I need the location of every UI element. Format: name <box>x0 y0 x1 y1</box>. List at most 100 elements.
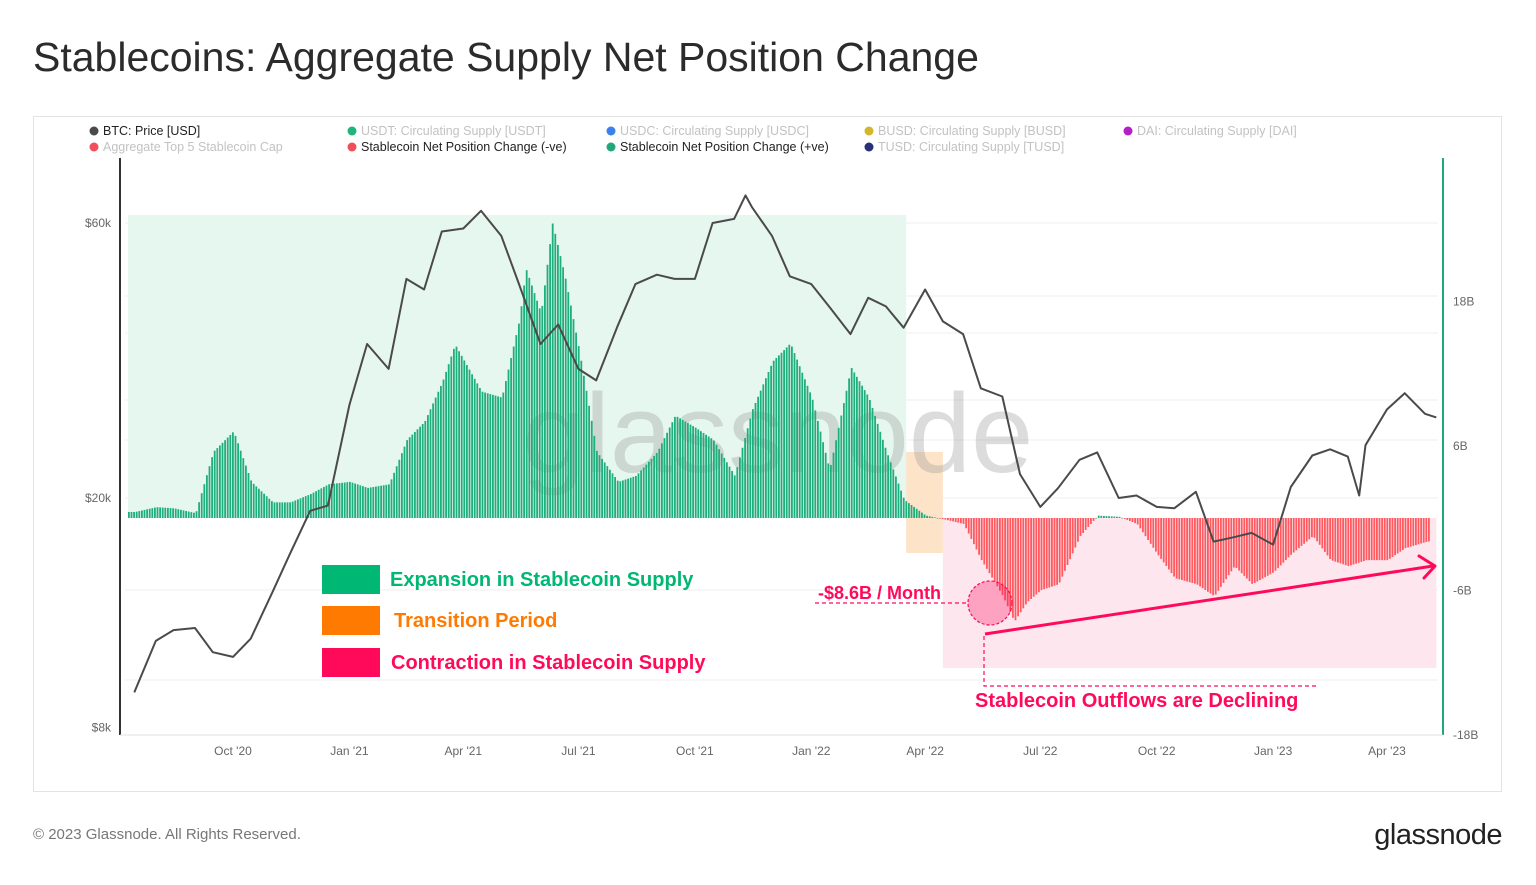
legend-item[interactable]: Stablecoin Net Position Change (-ve) <box>347 140 567 154</box>
legend-item[interactable]: BTC: Price [USD] <box>89 124 201 138</box>
net-change-bar <box>330 483 333 518</box>
x-tick-label: Oct '22 <box>1138 744 1176 758</box>
x-tick-label: Apr '22 <box>906 744 944 758</box>
legend-item[interactable]: USDC: Circulating Supply [USDC] <box>606 124 809 138</box>
net-change-bar <box>757 396 759 518</box>
net-change-bar <box>978 518 980 555</box>
net-change-bar <box>892 469 895 518</box>
net-change-bar <box>133 511 135 518</box>
legend-item[interactable]: BUSD: Circulating Supply [BUSD] <box>864 124 1066 138</box>
net-change-bar <box>856 376 858 518</box>
trend-arrow-head-icon <box>1417 554 1437 580</box>
net-change-bar <box>294 500 297 518</box>
net-change-bar <box>671 422 674 518</box>
net-change-bar <box>676 416 679 518</box>
x-tick-label: Apr '23 <box>1368 744 1406 758</box>
net-change-bar <box>744 438 746 518</box>
net-change-bar <box>663 438 666 518</box>
net-change-bar <box>239 450 242 518</box>
net-change-bar <box>1238 518 1240 571</box>
legend-dot-icon <box>89 142 99 152</box>
net-change-bar <box>1404 518 1407 549</box>
legend-item[interactable]: Aggregate Top 5 Stablecoin Cap <box>89 140 283 154</box>
net-change-bar <box>187 511 190 518</box>
glassnode-logo: glassnode <box>1374 819 1502 851</box>
net-change-bar <box>1420 518 1422 544</box>
net-change-bar <box>148 508 151 518</box>
net-change-bar <box>772 360 775 518</box>
net-change-bar <box>1017 518 1019 617</box>
net-change-bar <box>1181 518 1183 581</box>
net-change-bar <box>359 485 362 518</box>
net-change-bar <box>694 427 697 518</box>
net-change-bar <box>1160 518 1162 559</box>
net-change-bar <box>1269 518 1272 575</box>
net-change-bar <box>1246 518 1248 579</box>
net-change-bar <box>180 509 182 518</box>
net-change-bar <box>419 426 421 518</box>
net-change-bar <box>778 355 780 518</box>
net-change-bar <box>949 518 952 521</box>
page-title: Stablecoins: Aggregate Supply Net Positi… <box>33 34 979 80</box>
left-tick-label: $20k <box>85 491 112 505</box>
net-change-bar <box>570 305 572 518</box>
x-tick-label: Jul '21 <box>561 744 596 758</box>
legend-label: DAI: Circulating Supply [DAI] <box>1137 124 1297 138</box>
net-change-bar <box>232 432 234 518</box>
net-change-bar <box>1290 518 1292 555</box>
net-change-bar <box>1214 518 1217 595</box>
net-change-bar <box>723 457 726 518</box>
net-change-bar <box>1048 518 1051 588</box>
net-change-bar <box>291 501 294 518</box>
legend-item[interactable]: TUSD: Circulating Supply [TUSD] <box>864 140 1065 154</box>
legend-item[interactable]: Stablecoin Net Position Change (+ve) <box>606 140 829 154</box>
net-change-bar <box>1043 518 1045 590</box>
net-change-bar <box>622 480 624 518</box>
net-change-bar <box>299 498 302 518</box>
net-change-bar <box>848 378 850 518</box>
net-change-bar <box>255 486 258 518</box>
net-change-bar <box>1334 518 1337 562</box>
net-change-bar <box>1035 518 1038 595</box>
trend-leader <box>983 636 1316 687</box>
net-change-bar <box>154 507 156 518</box>
net-change-bar <box>398 459 401 518</box>
net-change-bar <box>1230 518 1233 572</box>
net-change-bar <box>1110 516 1113 518</box>
legend-dot-icon <box>1123 126 1133 136</box>
net-change-bar <box>442 379 445 518</box>
legend-dot-icon <box>606 142 616 152</box>
net-change-bar <box>648 461 650 518</box>
net-change-bar <box>596 450 598 518</box>
net-change-bar <box>637 473 640 518</box>
legend-item[interactable]: USDT: Circulating Supply [USDT] <box>347 124 546 138</box>
legend-dot-icon <box>606 126 616 136</box>
net-change-bar <box>1025 518 1027 605</box>
net-change-bar <box>1266 518 1269 576</box>
net-change-bar <box>970 518 973 539</box>
net-change-bar <box>1391 518 1394 558</box>
legend-label: USDT: Circulating Supply [USDT] <box>361 124 546 138</box>
net-change-bar <box>879 431 882 518</box>
annotation-label-transition: Transition Period <box>394 610 557 632</box>
net-change-bar <box>1415 518 1417 546</box>
net-change-bar <box>307 495 310 518</box>
net-change-bar <box>705 434 707 518</box>
net-change-bar <box>874 415 876 518</box>
net-change-bar <box>424 420 427 518</box>
net-change-bar <box>388 484 390 518</box>
legend-item[interactable]: DAI: Circulating Supply [DAI] <box>1123 124 1297 138</box>
net-change-bar <box>393 472 395 518</box>
net-change-bar <box>866 394 869 518</box>
net-change-bar <box>1337 518 1339 563</box>
net-change-bar <box>988 518 991 574</box>
net-change-bar <box>700 431 702 518</box>
net-change-bar <box>928 516 931 518</box>
net-change-bar <box>614 477 616 518</box>
net-change-bar <box>1363 518 1365 561</box>
net-change-bar <box>1274 518 1277 571</box>
legend-label: BUSD: Circulating Supply [BUSD] <box>878 124 1066 138</box>
net-change-bar <box>271 501 273 518</box>
net-change-bar <box>1331 518 1334 561</box>
